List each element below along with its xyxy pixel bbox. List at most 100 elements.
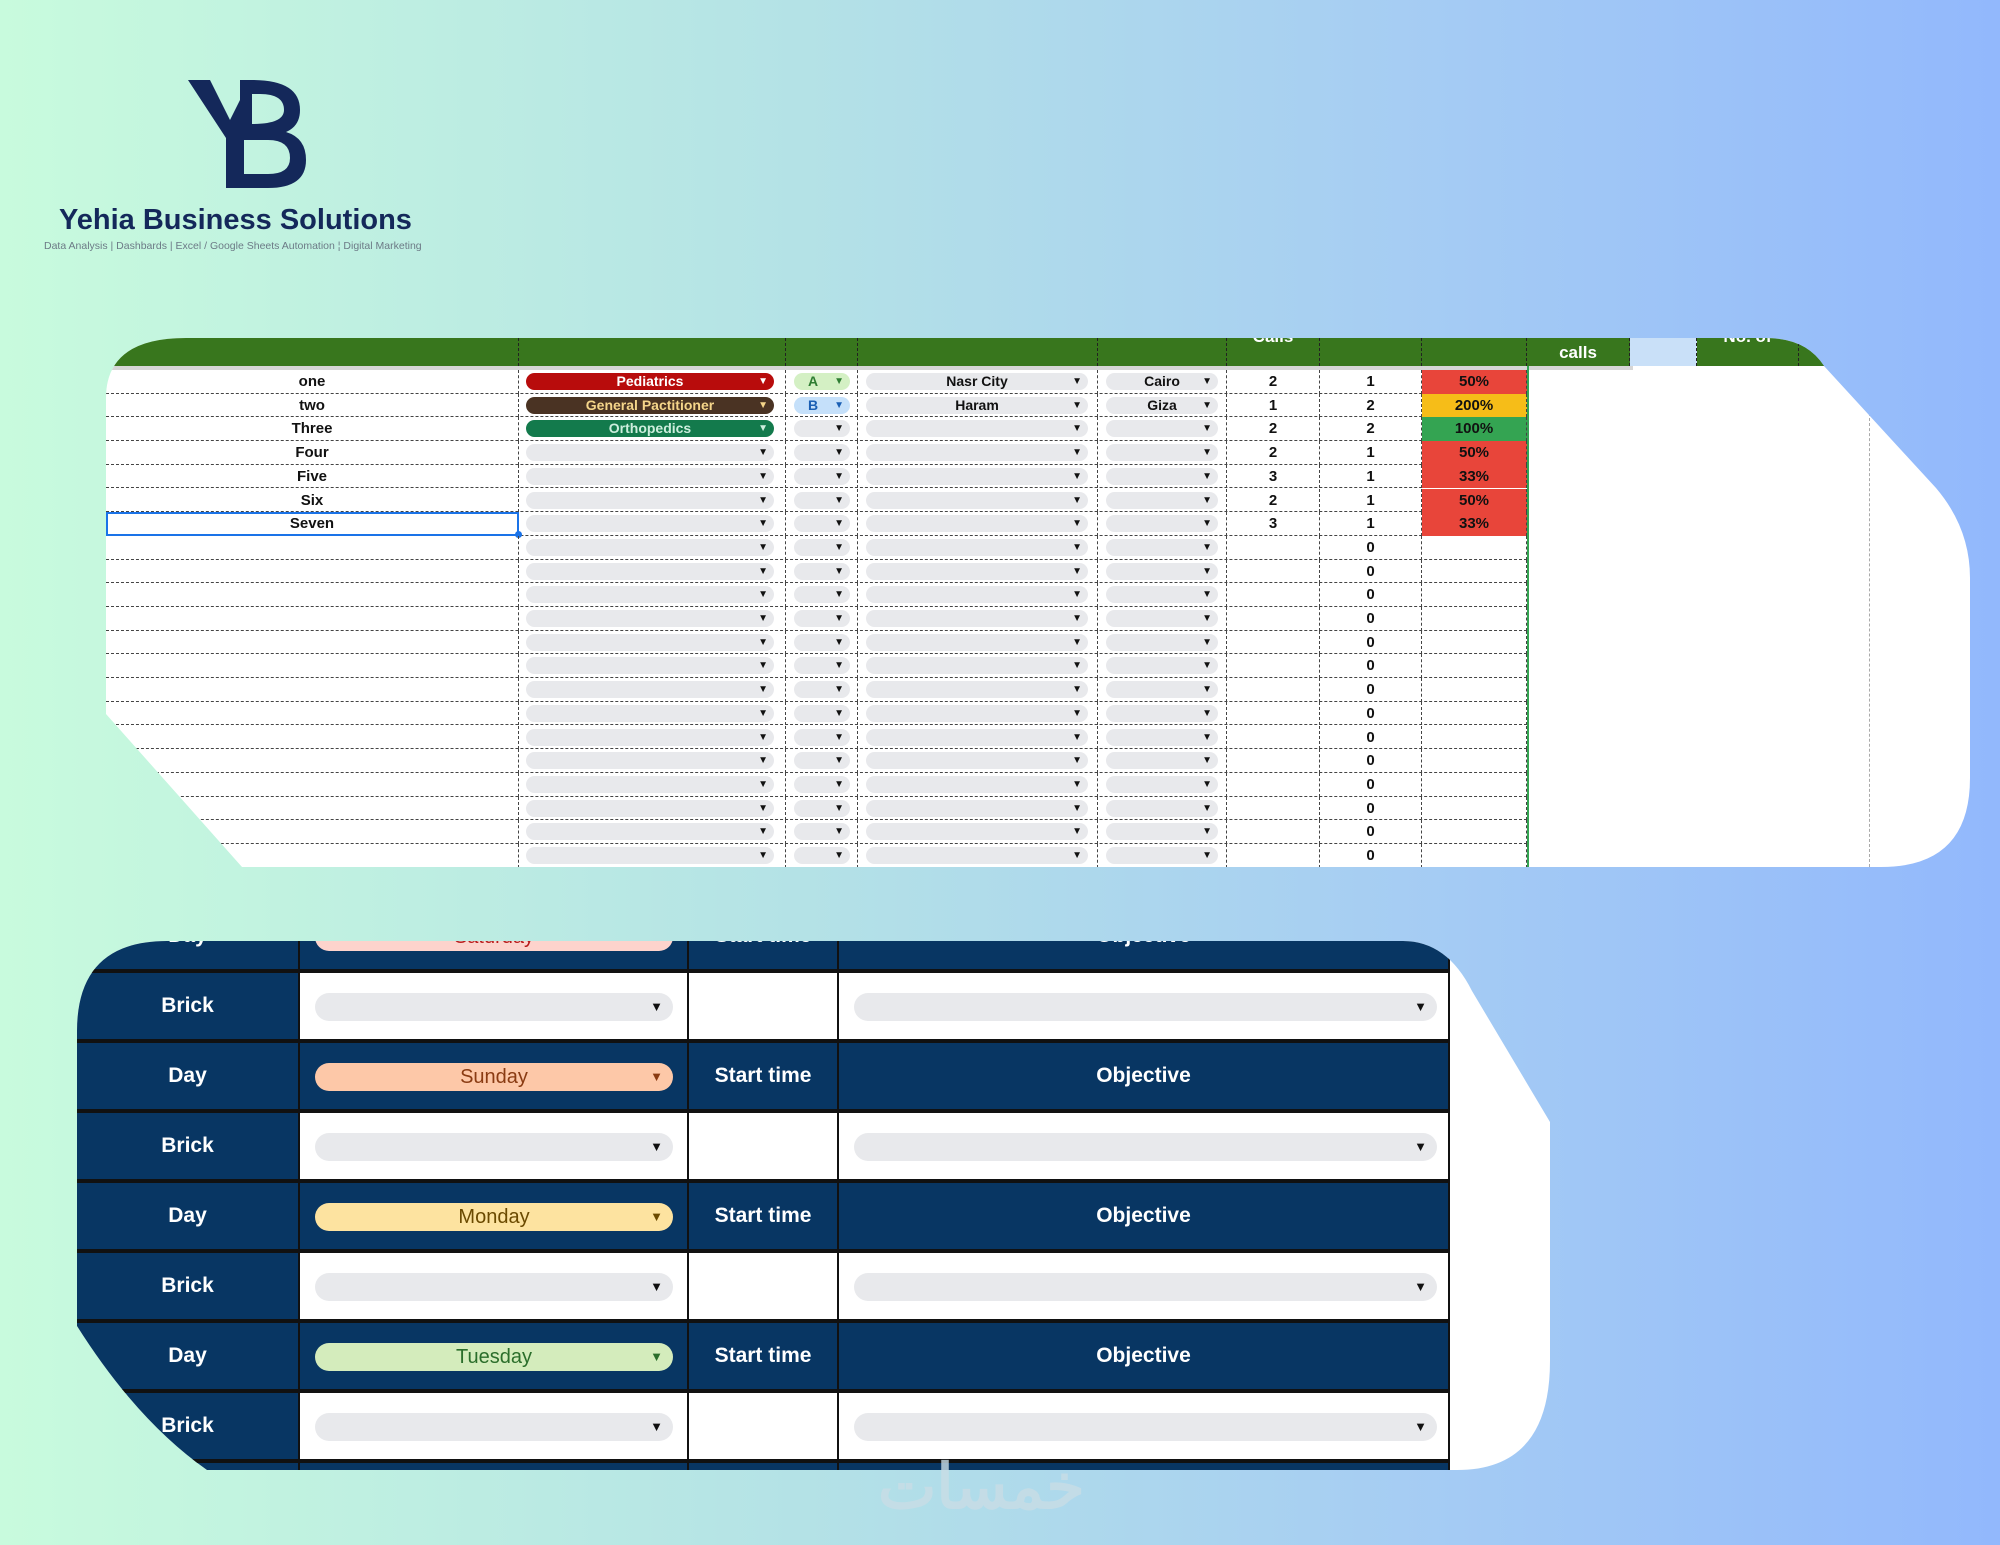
- specialty-dropdown[interactable]: Orthopedics ▼: [526, 420, 774, 437]
- calls-planned-cell[interactable]: 3: [1227, 465, 1320, 489]
- calls-planned-cell[interactable]: [1227, 726, 1320, 750]
- area-dropdown[interactable]: ▼: [866, 752, 1088, 769]
- class-dropdown[interactable]: ▼: [794, 823, 850, 840]
- calls-done-cell[interactable]: 0: [1320, 536, 1422, 560]
- achievement-percent-cell[interactable]: [1422, 702, 1527, 726]
- specialty-dropdown[interactable]: ▼: [526, 729, 774, 746]
- class-dropdown[interactable]: ▼: [794, 752, 850, 769]
- calls-planned-cell[interactable]: [1227, 536, 1320, 560]
- calls-planned-cell[interactable]: 2: [1227, 441, 1320, 465]
- specialty-dropdown[interactable]: ▼: [526, 823, 774, 840]
- area-dropdown[interactable]: ▼: [866, 539, 1088, 556]
- doctor-name-cell[interactable]: [106, 631, 519, 655]
- class-dropdown[interactable]: ▼: [794, 420, 850, 437]
- doctor-name-cell[interactable]: [106, 678, 519, 702]
- calls-done-cell[interactable]: 0: [1320, 654, 1422, 678]
- area-dropdown[interactable]: Haram ▼: [866, 397, 1088, 414]
- calls-planned-cell[interactable]: [1227, 797, 1320, 821]
- specialty-dropdown[interactable]: ▼: [526, 657, 774, 674]
- start-time-input[interactable]: [689, 1393, 839, 1463]
- city-dropdown[interactable]: ▼: [1106, 776, 1218, 793]
- specialty-dropdown[interactable]: ▼: [526, 492, 774, 509]
- area-dropdown[interactable]: ▼: [866, 847, 1088, 864]
- calls-done-cell[interactable]: 0: [1320, 797, 1422, 821]
- achievement-percent-cell[interactable]: [1422, 820, 1527, 844]
- objective-dropdown[interactable]: ▼: [854, 993, 1437, 1021]
- start-time-input[interactable]: [689, 1113, 839, 1183]
- start-time-input[interactable]: [689, 1253, 839, 1323]
- achievement-percent-cell[interactable]: [1422, 583, 1527, 607]
- achievement-percent-cell[interactable]: 50%: [1422, 370, 1527, 394]
- calls-done-cell[interactable]: 0: [1320, 844, 1422, 868]
- city-dropdown[interactable]: ▼: [1106, 729, 1218, 746]
- class-dropdown[interactable]: ▼: [794, 776, 850, 793]
- city-dropdown[interactable]: ▼: [1106, 492, 1218, 509]
- achievement-percent-cell[interactable]: [1422, 844, 1527, 868]
- calls-planned-cell[interactable]: [1227, 844, 1320, 868]
- calls-done-cell[interactable]: 1: [1320, 465, 1422, 489]
- city-dropdown[interactable]: ▼: [1106, 752, 1218, 769]
- doctor-name-cell[interactable]: [106, 607, 519, 631]
- area-dropdown[interactable]: ▼: [866, 610, 1088, 627]
- calls-done-cell[interactable]: 0: [1320, 607, 1422, 631]
- specialty-dropdown[interactable]: ▼: [526, 800, 774, 817]
- calls-done-cell[interactable]: 1: [1320, 370, 1422, 394]
- achievement-percent-cell[interactable]: [1422, 678, 1527, 702]
- city-dropdown[interactable]: ▼: [1106, 681, 1218, 698]
- area-dropdown[interactable]: ▼: [866, 823, 1088, 840]
- city-dropdown[interactable]: ▼: [1106, 444, 1218, 461]
- city-dropdown[interactable]: ▼: [1106, 800, 1218, 817]
- doctor-name-cell[interactable]: [106, 583, 519, 607]
- achievement-percent-cell[interactable]: [1422, 631, 1527, 655]
- calls-done-cell[interactable]: 0: [1320, 631, 1422, 655]
- class-dropdown[interactable]: ▼: [794, 515, 850, 532]
- city-dropdown[interactable]: ▼: [1106, 634, 1218, 651]
- specialty-dropdown[interactable]: ▼: [526, 776, 774, 793]
- calls-done-cell[interactable]: 1: [1320, 441, 1422, 465]
- brick-dropdown[interactable]: ▼: [315, 1133, 673, 1161]
- specialty-dropdown[interactable]: General Pactitioner ▼: [526, 397, 774, 414]
- class-dropdown[interactable]: ▼: [794, 468, 850, 485]
- area-dropdown[interactable]: ▼: [866, 468, 1088, 485]
- doctor-name-cell[interactable]: two: [106, 394, 519, 418]
- day-dropdown[interactable]: Saturday ▼: [315, 923, 673, 951]
- doctor-name-cell[interactable]: [106, 820, 519, 844]
- city-dropdown[interactable]: ▼: [1106, 610, 1218, 627]
- specialty-dropdown[interactable]: ▼: [526, 705, 774, 722]
- area-dropdown[interactable]: ▼: [866, 586, 1088, 603]
- class-dropdown[interactable]: ▼: [794, 705, 850, 722]
- area-dropdown[interactable]: ▼: [866, 634, 1088, 651]
- day-dropdown[interactable]: Tuesday ▼: [315, 1343, 673, 1371]
- city-dropdown[interactable]: ▼: [1106, 657, 1218, 674]
- calls-done-cell[interactable]: 0: [1320, 820, 1422, 844]
- calls-planned-cell[interactable]: [1227, 820, 1320, 844]
- achievement-percent-cell[interactable]: [1422, 726, 1527, 750]
- objective-dropdown[interactable]: ▼: [854, 1133, 1437, 1161]
- specialty-dropdown[interactable]: ▼: [526, 468, 774, 485]
- area-dropdown[interactable]: ▼: [866, 776, 1088, 793]
- class-dropdown[interactable]: ▼: [794, 492, 850, 509]
- class-dropdown[interactable]: ▼: [794, 563, 850, 580]
- achievement-percent-cell[interactable]: [1422, 607, 1527, 631]
- area-dropdown[interactable]: ▼: [866, 515, 1088, 532]
- achievement-percent-cell[interactable]: 33%: [1422, 512, 1527, 536]
- area-dropdown[interactable]: ▼: [866, 420, 1088, 437]
- city-dropdown[interactable]: ▼: [1106, 823, 1218, 840]
- specialty-dropdown[interactable]: ▼: [526, 586, 774, 603]
- calls-planned-cell[interactable]: 2: [1227, 489, 1320, 513]
- calls-planned-cell[interactable]: [1227, 583, 1320, 607]
- achievement-percent-cell[interactable]: [1422, 773, 1527, 797]
- doctor-name-cell[interactable]: [106, 654, 519, 678]
- calls-planned-cell[interactable]: [1227, 773, 1320, 797]
- calls-planned-cell[interactable]: 2: [1227, 417, 1320, 441]
- city-dropdown[interactable]: ▼: [1106, 586, 1218, 603]
- area-dropdown[interactable]: ▼: [866, 705, 1088, 722]
- city-dropdown[interactable]: ▼: [1106, 705, 1218, 722]
- area-dropdown[interactable]: ▼: [866, 444, 1088, 461]
- city-dropdown[interactable]: Giza ▼: [1106, 397, 1218, 414]
- calls-done-cell[interactable]: 1: [1320, 512, 1422, 536]
- start-time-input[interactable]: [689, 973, 839, 1043]
- doctor-name-cell[interactable]: [106, 702, 519, 726]
- doctor-name-cell[interactable]: Five: [106, 465, 519, 489]
- day-dropdown[interactable]: Monday ▼: [315, 1203, 673, 1231]
